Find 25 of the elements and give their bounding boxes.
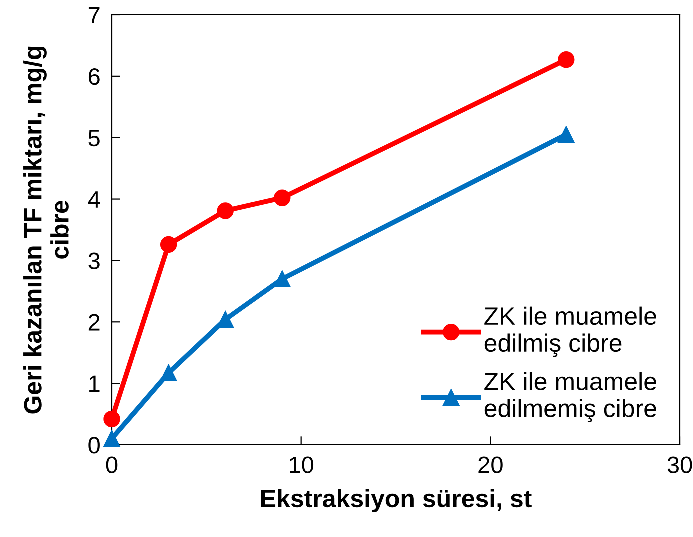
x-tick-label: 20 [478, 456, 503, 474]
y-tick-label: 4 [88, 192, 100, 208]
y-tick-label: 3 [88, 252, 100, 270]
y-tick-label: 0 [88, 437, 100, 454]
y-tick-label: 1 [90, 376, 100, 392]
y-axis-title: Geri kazanılan TF miktarı, mg/g cibre [24, 46, 69, 414]
y-tick-label: 5 [88, 130, 100, 147]
x-tick-label: 10 [290, 456, 314, 474]
point [160, 236, 178, 254]
x-axis-title: Ekstraksiyon süresi, st [262, 489, 532, 513]
x-tick-label: 30 [668, 456, 692, 474]
point [274, 270, 291, 288]
y-tick-label: 2 [88, 314, 100, 331]
point [104, 410, 120, 428]
point [104, 430, 120, 448]
point [558, 52, 575, 68]
point [217, 202, 234, 220]
y-tick-label: 6 [88, 68, 100, 86]
point [558, 126, 575, 144]
point [274, 190, 291, 206]
legend-label: ZK ile muamele edilmemiş cibre [484, 372, 656, 422]
legend-label: ZK ile muamele edilmiş cibre [484, 306, 656, 358]
y-tick-label: 7 [88, 7, 100, 24]
point [160, 364, 178, 382]
x-tick-label: 0 [106, 456, 118, 474]
